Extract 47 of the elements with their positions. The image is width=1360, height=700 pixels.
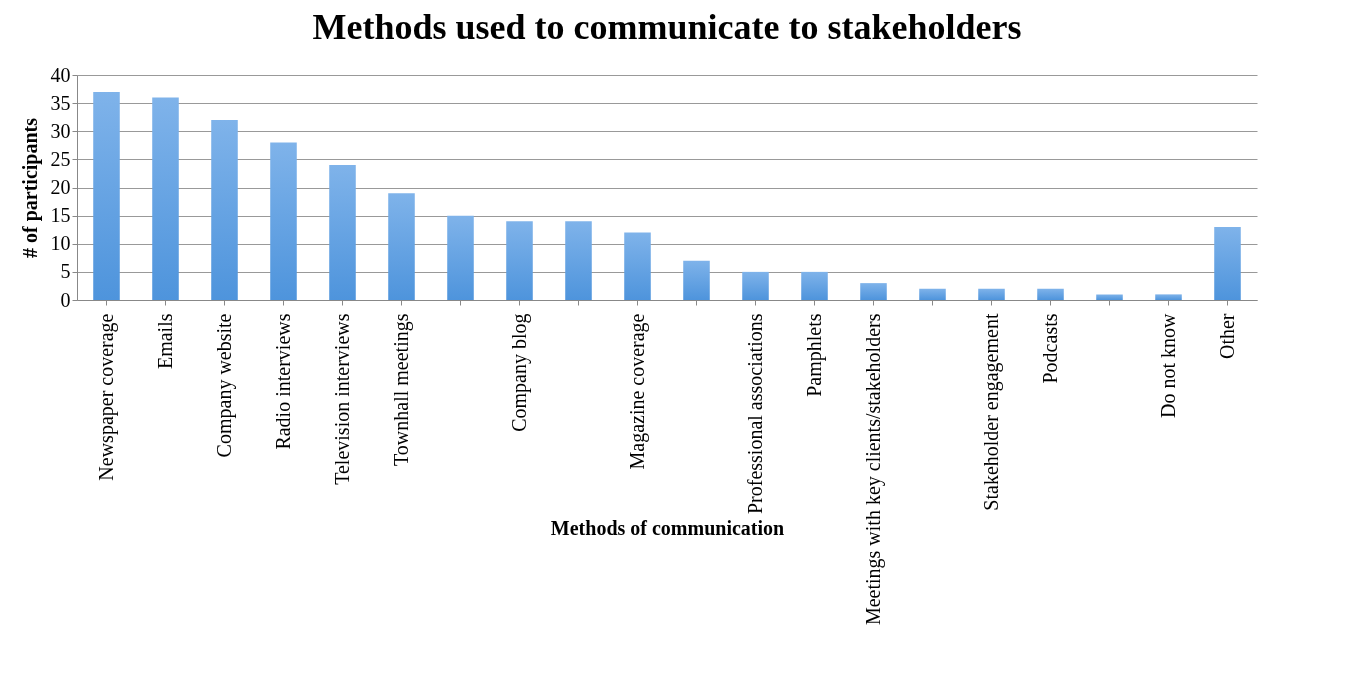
bar (270, 142, 297, 300)
y-tick-label: 35 (50, 91, 71, 114)
bar (565, 221, 592, 300)
x-tick-label: Television interviews (330, 313, 353, 485)
x-tick-label: Radio interviews (271, 313, 294, 450)
y-axis-title: # of participants (18, 117, 42, 258)
bar (1096, 294, 1123, 300)
bar (683, 260, 710, 300)
x-tick-label: Do not know (1156, 312, 1179, 418)
bar (93, 91, 120, 300)
bar (624, 232, 651, 300)
y-tick-label: 20 (50, 176, 71, 198)
bar (1037, 288, 1064, 300)
x-tick-label: Podcasts (1038, 313, 1061, 384)
y-tick-label: 5 (60, 260, 71, 283)
x-tick-label: Stakeholder engagement (979, 313, 1003, 511)
bar (211, 120, 238, 300)
x-tick-label: Newspaper coverage (94, 313, 118, 481)
x-tick-label: Professional associations (743, 313, 766, 515)
x-tick-label: Company blog (507, 313, 531, 432)
y-tick-label: 15 (50, 204, 71, 227)
x-axis-title: Methods of communication (550, 516, 785, 539)
bar (919, 288, 946, 300)
bar (152, 97, 179, 300)
x-tick-label: Meetings with key clients/stakeholders (861, 313, 885, 626)
bar (860, 283, 887, 300)
y-tick-label: 25 (50, 147, 71, 170)
bar (506, 221, 533, 300)
bar (978, 288, 1005, 300)
x-tick-label: Townhall meetings (389, 313, 413, 466)
bar (1155, 294, 1182, 300)
bar (742, 271, 769, 300)
x-tick-label: Other (1215, 313, 1238, 360)
bar (388, 193, 415, 300)
y-tick-label: 30 (50, 119, 71, 142)
y-tick-label: 0 (60, 288, 71, 311)
bar (329, 165, 356, 300)
x-tick-label: Pamphlets (802, 313, 826, 397)
chart-title: Methods used to communicate to stakeholders (312, 7, 1022, 47)
bar (447, 215, 474, 300)
bar (1214, 226, 1241, 300)
bar (801, 271, 828, 300)
x-tick-label: Magazine coverage (625, 313, 649, 470)
y-tick-label: 10 (50, 232, 71, 255)
y-tick-label: 40 (50, 63, 71, 86)
x-tick-label: Emails (153, 313, 176, 370)
x-tick-label: Company website (212, 313, 236, 458)
